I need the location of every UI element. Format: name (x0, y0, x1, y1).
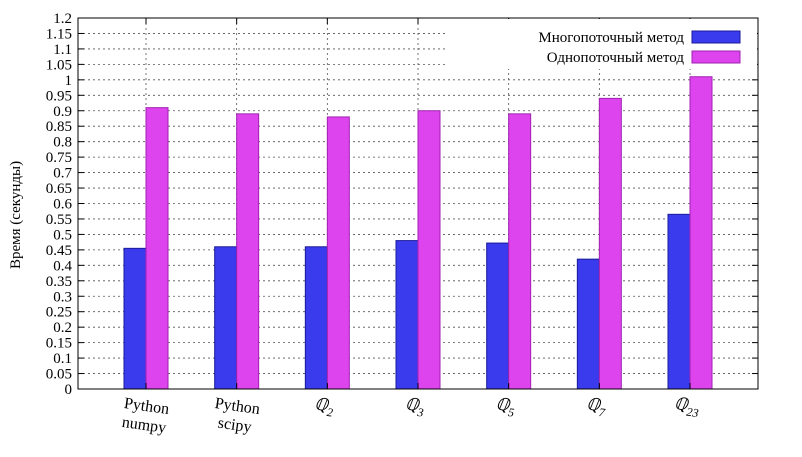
y-tick-label: 0.4 (53, 258, 72, 274)
x-category-subscript: 23 (686, 405, 700, 421)
bars (123, 76, 713, 390)
y-tick-label: 1 (65, 73, 73, 89)
y-tick-label: 1.2 (53, 11, 72, 27)
y-tick-label: 1.1 (53, 42, 72, 58)
legend: Многопоточный метод Однопоточный метод (448, 19, 757, 69)
bar-series-1-cat-7 (667, 213, 691, 390)
x-category-symbol: ℚ3 (403, 394, 425, 419)
bar-series-2-cat-5 (508, 113, 532, 390)
y-tick-label: 1.15 (46, 26, 72, 42)
bar-series-2-cat-1 (145, 107, 169, 390)
y-axis-title: Время (секунды) (8, 161, 24, 269)
x-category-main: ℚ (313, 394, 330, 415)
y-tick-label: 0.8 (53, 135, 72, 151)
bar-series-1-cat-1 (123, 247, 147, 390)
bar-series-2-cat-7 (689, 76, 713, 390)
y-tick-label: 0.7 (53, 166, 72, 182)
x-category-main: ℚ (404, 394, 421, 415)
legend-swatch-series-1 (691, 30, 741, 44)
bar-series-1-cat-5 (486, 242, 510, 390)
y-tick-label: 0.85 (46, 119, 72, 135)
x-category-symbol: ℚ23 (672, 394, 700, 420)
y-tick-label: 0.75 (46, 150, 72, 166)
bar-series-2-cat-3 (326, 116, 350, 390)
x-category-symbol: ℚ5 (494, 394, 516, 419)
bar-series-1-cat-3 (304, 246, 328, 390)
x-category-main: ℚ (673, 394, 690, 415)
x-category-label: ℚ2 (313, 394, 335, 419)
y-tick-label: 0.95 (46, 88, 72, 104)
y-tick-label: 0.05 (46, 367, 72, 383)
x-category-subscript: 2 (326, 405, 334, 420)
x-category-label: ℚ5 (494, 394, 516, 419)
legend-label-series-1: Многопоточный метод (538, 30, 684, 46)
bar-series-2-cat-2 (236, 113, 260, 390)
x-category-label: ℚ3 (403, 394, 425, 419)
y-tick-label: 0.3 (53, 289, 72, 305)
y-tick-label: 1.05 (46, 57, 72, 73)
y-axis: 00.050.10.150.20.250.30.350.40.450.50.55… (46, 11, 758, 398)
legend-label-series-2: Однопоточный метод (547, 50, 685, 66)
y-tick-label: 0.65 (46, 181, 72, 197)
x-category-subscript: 5 (507, 405, 515, 420)
y-tick-label: 0.35 (46, 274, 72, 290)
bar-series-2-cat-4 (417, 110, 441, 390)
y-tick-label: 0.25 (46, 305, 72, 321)
y-tick-label: 0 (65, 382, 73, 398)
x-category-label: ℚ23 (672, 394, 700, 420)
y-tick-label: 0.2 (53, 320, 72, 336)
y-tick-label: 0.55 (46, 212, 72, 228)
x-category-subscript: 7 (598, 405, 607, 420)
x-category-line2: scipy (217, 415, 253, 437)
bar-series-2-cat-6 (598, 97, 622, 390)
bar-series-1-cat-4 (395, 240, 419, 390)
bar-series-1-cat-6 (576, 258, 600, 390)
y-tick-label: 0.1 (53, 351, 72, 367)
y-tick-label: 0.5 (53, 227, 72, 243)
bar-series-1-cat-2 (214, 246, 238, 390)
legend-swatch-series-2 (691, 50, 741, 64)
x-category-main: ℚ (585, 394, 602, 415)
x-category-line2: numpy (121, 414, 167, 437)
y-tick-label: 0.45 (46, 243, 72, 259)
y-tick-label: 0.6 (53, 197, 72, 213)
x-category-subscript: 3 (416, 405, 425, 420)
x-category-symbol: ℚ7 (585, 394, 608, 420)
x-category-main: ℚ (495, 394, 512, 415)
x-category-label: ℚ7 (585, 394, 608, 420)
x-category-line1: Python (214, 395, 261, 418)
x-category-line1: Python (123, 395, 170, 418)
y-tick-label: 0.9 (53, 104, 72, 120)
y-tick-label: 0.15 (46, 336, 72, 352)
x-category-symbol: ℚ2 (313, 394, 335, 419)
